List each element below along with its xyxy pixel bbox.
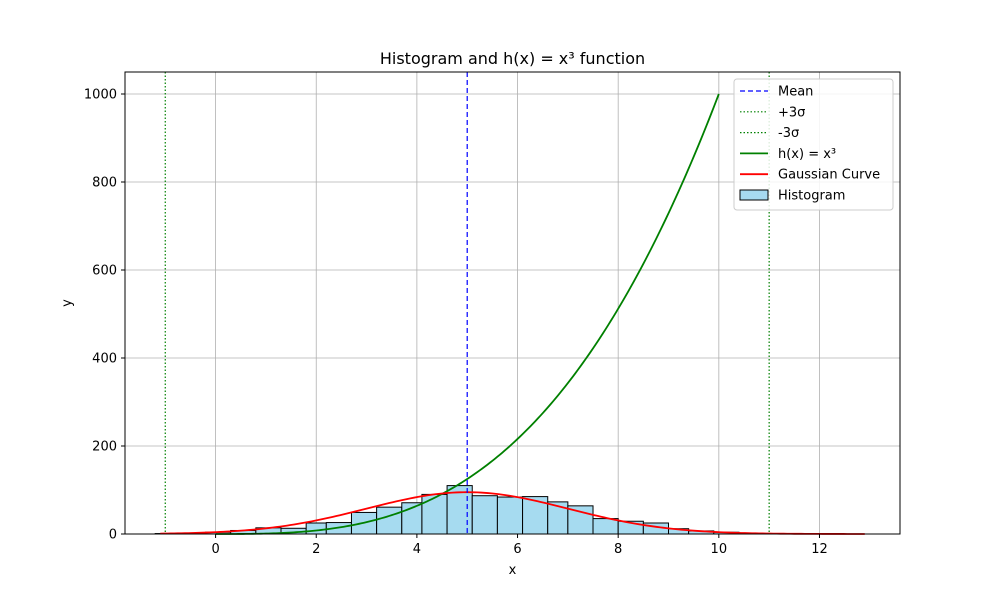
- histogram-bar: [376, 506, 403, 535]
- x-tick-label: 12: [811, 542, 828, 557]
- histogram-bar: [471, 495, 498, 535]
- x-tick-label: 4: [413, 542, 421, 557]
- y-axis-label: y: [60, 299, 75, 307]
- y-tick-label: 800: [92, 176, 117, 191]
- x-tick-label: 8: [614, 542, 622, 557]
- y-tick-label: 600: [92, 264, 117, 279]
- y-tick-label: 200: [92, 440, 117, 455]
- legend-label: Gaussian Curve: [778, 168, 880, 183]
- cubic-function-line: [215, 93, 720, 535]
- y-tick-label: 1000: [84, 88, 117, 103]
- x-tick-label: 0: [211, 542, 219, 557]
- legend-label: Histogram: [778, 189, 845, 204]
- histogram-bar: [305, 522, 327, 535]
- y-tick-label: 0: [109, 528, 117, 543]
- legend-label: Mean: [778, 85, 813, 100]
- chart-title: Histogram and h(x) = x³ function: [380, 49, 645, 68]
- legend-label: +3σ: [778, 105, 805, 120]
- x-axis-label: x: [509, 563, 517, 578]
- legend-label: -3σ: [778, 126, 799, 141]
- series-lines: [160, 93, 865, 535]
- legend-label: h(x) = x³: [778, 147, 836, 162]
- legend-swatch: [739, 189, 769, 201]
- histogram-bar: [592, 518, 619, 535]
- y-tick-label: 400: [92, 352, 117, 367]
- x-tick-label: 10: [711, 542, 728, 557]
- vertical-reference-lines: [164, 72, 770, 534]
- axes-frame: [124, 71, 901, 535]
- gaussian-curve-line: [160, 491, 865, 535]
- legend-box: [733, 78, 894, 211]
- x-tick-label: 2: [312, 542, 320, 557]
- axis-ticks: 0 2 4 6 8 10 12 0 200 400 600 800 1000: [84, 88, 828, 558]
- legend: Mean +3σ -3σ h(x) = x³ Gaussian Curve Histogr…: [733, 78, 894, 211]
- histogram-bar: [496, 496, 524, 535]
- x-tick-label: 6: [513, 542, 521, 557]
- histogram-bar: [421, 493, 448, 535]
